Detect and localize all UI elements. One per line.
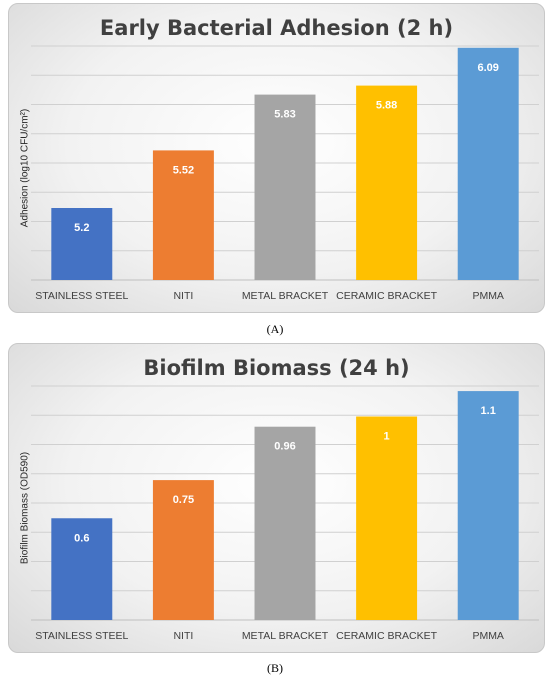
data-label: 5.88 [376, 100, 397, 112]
x-tick-label: CERAMIC BRACKET [336, 630, 438, 642]
panel-label-b: (B) [267, 661, 283, 675]
panel-label-a: (A) [266, 322, 284, 336]
bar [254, 94, 316, 280]
bar [51, 208, 113, 280]
data-label: 1.1 [481, 405, 496, 417]
x-tick-label: METAL BRACKET [242, 290, 329, 302]
data-label: 5.52 [173, 164, 194, 176]
data-label: 5.83 [274, 109, 295, 121]
data-label: 5.2 [74, 222, 89, 234]
x-tick-label: STAINLESS STEEL [35, 290, 128, 302]
bar [457, 391, 519, 620]
x-tick-label: PMMA [472, 290, 504, 302]
x-tick-label: PMMA [472, 630, 504, 642]
bar [51, 518, 113, 620]
x-tick-label: METAL BRACKET [242, 630, 329, 642]
bar [152, 480, 214, 620]
chart-panel-b: Biofilm Biomass (24 h) Biofilm Biomass (… [8, 343, 545, 653]
chart-title: Biofilm Biomass (24 h) [143, 356, 410, 380]
bar [152, 150, 214, 280]
bar-plot-area: 0.6 STAINLESS STEEL 0.75 NITI 0.96 METAL BRAC… [31, 385, 539, 642]
bar [457, 47, 519, 280]
bar-plot-area: 5.2 STAINLESS STEEL 5.52 NITI 5.83 METAL BRAC… [31, 45, 539, 302]
chart-title: Early Bacterial Adhesion (2 h) [99, 16, 454, 40]
x-tick-label: CERAMIC BRACKET [336, 290, 438, 302]
bar [254, 426, 316, 620]
chart-panel-a: Early Bacterial Adhesion (2 h) Adhesion … [8, 3, 545, 313]
x-tick-label: NITI [173, 290, 193, 302]
data-label: 1 [384, 431, 390, 443]
x-tick-label: NITI [173, 630, 193, 642]
data-label: 0.96 [274, 441, 295, 453]
x-tick-label: STAINLESS STEEL [35, 630, 128, 642]
data-label: 6.09 [477, 62, 498, 74]
data-label: 0.6 [74, 532, 89, 544]
bar [356, 416, 418, 620]
data-label: 0.75 [173, 494, 194, 506]
bar [356, 85, 418, 280]
